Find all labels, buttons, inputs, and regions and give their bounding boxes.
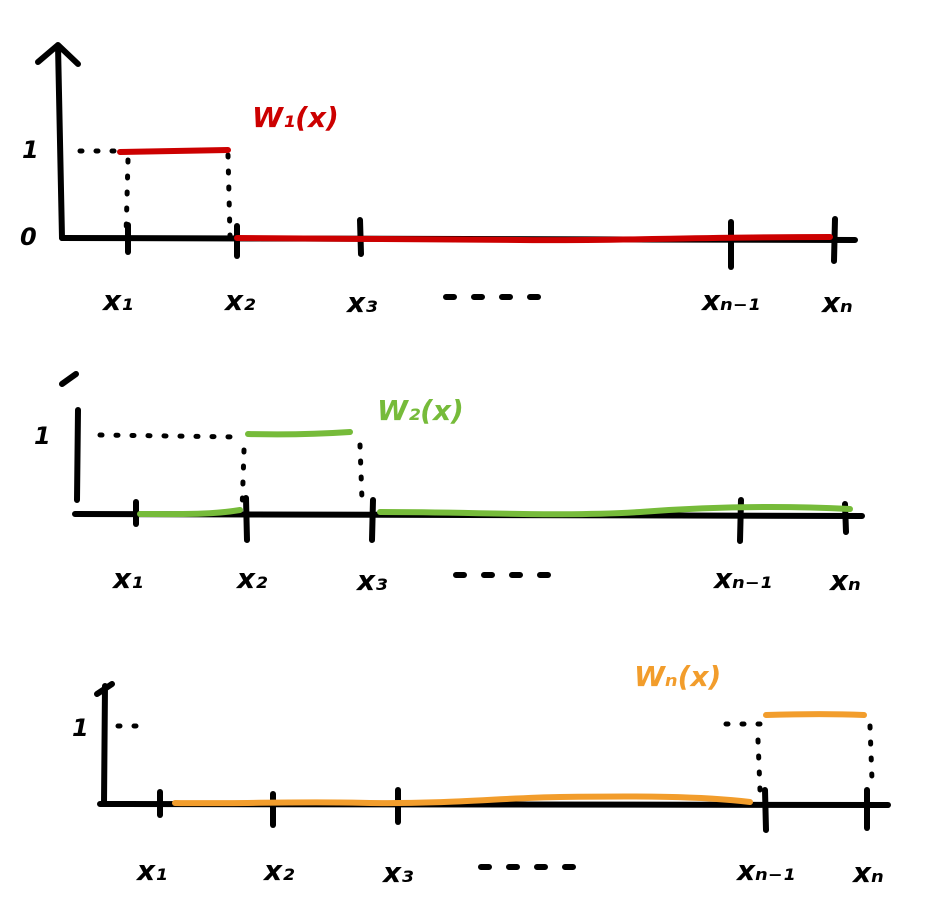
x-label-x3: x₃ [345,286,377,319]
x-label-x3: x₃ [355,564,387,597]
tick-x2 [243,495,250,543]
x-label-xn-1: xₙ₋₁ [735,854,795,887]
tick-xn-1 [762,787,769,833]
y-label-zero: 0 [20,223,37,251]
guide-dotted-lines [77,148,233,239]
wn-step-curve [172,711,867,807]
x-label-xn-1: xₙ₋₁ [712,562,772,595]
w2-step-curve [137,429,853,518]
x-label-xn-1: xₙ₋₁ [700,284,760,317]
y-axis [94,681,115,807]
guide-dotted-lines [97,432,365,515]
panel-wn: Wₙ(x) 1 x₁ x₂ x₃ xₙ₋₁ xₙ [72,660,891,889]
w1-step-curve [117,147,833,244]
tick-xn [831,216,838,264]
x-label-x2: x₂ [262,854,295,887]
x-label-xn: xₙ [851,856,884,889]
function-label-w2: W₂(x) [377,394,464,427]
x-label-x1: x₁ [135,854,167,887]
y-label-one: 1 [72,714,89,742]
x-label-xn: xₙ [828,564,861,597]
x-label-xn: xₙ [820,286,853,319]
x-label-x1: x₁ [111,562,143,595]
function-label-w1: W₁(x) [252,101,339,134]
function-label-wn: Wₙ(x) [634,660,721,693]
panel-w2: W₂(x) 1 x₁ x₂ x₃ xₙ₋₁ xₙ [34,371,865,597]
y-label-one: 1 [34,422,51,450]
tick-x3 [369,497,376,543]
x-label-x2: x₂ [235,562,268,595]
guide-dotted-lines [115,721,875,793]
x-label-x2: x₂ [223,284,256,317]
panel-w1: W₁(x) 1 0 x₁ x₂ x₃ xₙ₋₁ xₙ [20,42,858,319]
y-label-one: 1 [22,136,39,164]
x-label-x1: x₁ [101,284,133,317]
y-axis [59,371,81,503]
y-axis [35,42,81,241]
x-label-x3: x₃ [381,856,413,889]
